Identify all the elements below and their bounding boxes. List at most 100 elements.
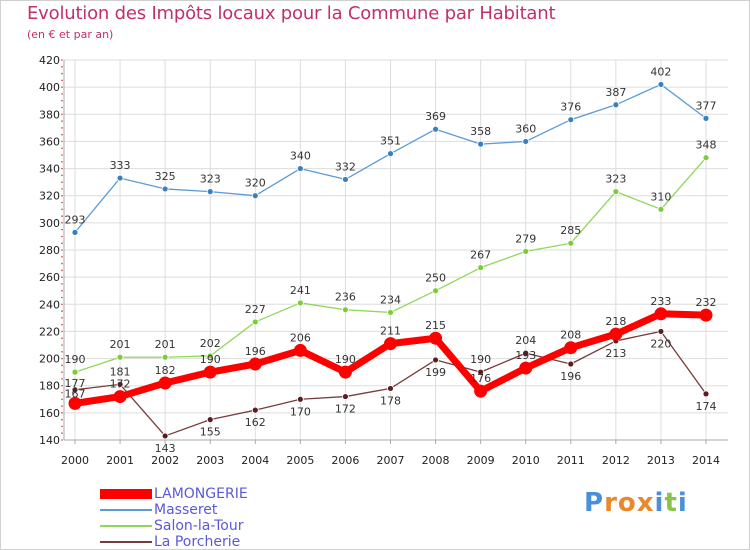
- y-minor-tick: [61, 398, 63, 401]
- y-tick-label: 280: [39, 244, 60, 257]
- y-minor-tick: [61, 323, 63, 326]
- x-tick-label: 2009: [467, 454, 495, 467]
- y-minor-tick: [61, 296, 63, 299]
- y-minor-tick: [61, 337, 63, 340]
- y-minor-tick: [61, 432, 63, 435]
- data-label: 190: [65, 353, 86, 366]
- data-point: [342, 176, 349, 183]
- data-label: 206: [290, 331, 311, 344]
- x-tick-label: 2011: [557, 454, 585, 467]
- data-label: 162: [245, 416, 266, 429]
- legend-label: Masseret: [154, 502, 218, 518]
- y-minor-tick: [61, 249, 63, 251]
- y-minor-tick: [61, 167, 63, 170]
- y-minor-tick: [61, 222, 63, 224]
- data-label: 387: [605, 86, 626, 99]
- data-label: 199: [425, 366, 446, 379]
- x-tick-label: 2004: [241, 454, 269, 467]
- y-minor-tick: [61, 242, 63, 245]
- data-point: [612, 101, 620, 109]
- data-point: [161, 353, 169, 361]
- y-minor-tick: [61, 262, 63, 265]
- y-tick-label: 180: [39, 380, 60, 393]
- data-label: 376: [560, 101, 581, 114]
- legend-swatch: [100, 541, 152, 543]
- y-minor-tick: [61, 330, 63, 333]
- y-minor-tick: [61, 65, 63, 68]
- x-tick-label: 2014: [692, 454, 720, 467]
- data-label: 204: [515, 334, 536, 347]
- y-minor-tick: [61, 160, 63, 163]
- y-tick-label: 300: [39, 217, 60, 230]
- data-label: 333: [110, 159, 131, 172]
- data-point: [432, 356, 439, 364]
- logo-letter: t: [664, 488, 678, 518]
- y-minor-tick: [61, 350, 63, 353]
- y-minor-tick: [61, 181, 63, 183]
- data-label: 220: [650, 337, 671, 350]
- y-minor-tick: [61, 188, 63, 190]
- y-minor-tick: [61, 86, 63, 88]
- logo-letter: P: [584, 488, 605, 518]
- data-point: [203, 365, 217, 379]
- legend-swatch: [100, 509, 152, 511]
- data-point: [567, 116, 575, 124]
- data-label: 190: [200, 353, 221, 366]
- logo-letter: o: [617, 488, 637, 518]
- data-label: 190: [470, 353, 491, 366]
- data-label: 232: [696, 296, 717, 309]
- data-point: [206, 188, 214, 196]
- y-minor-tick: [61, 289, 63, 292]
- data-point: [432, 287, 439, 295]
- data-point: [296, 299, 304, 307]
- y-minor-tick: [61, 208, 63, 211]
- data-label: 170: [290, 405, 311, 418]
- data-point: [384, 337, 397, 351]
- data-point: [657, 328, 665, 335]
- y-minor-tick: [61, 228, 63, 231]
- data-point: [342, 393, 349, 400]
- data-point: [71, 368, 79, 376]
- data-point: [116, 380, 124, 388]
- y-tick-label: 220: [39, 325, 60, 338]
- data-label: 196: [245, 345, 266, 358]
- y-minor-tick: [61, 255, 63, 258]
- x-tick-label: 2000: [61, 454, 89, 467]
- data-label: 234: [380, 293, 401, 306]
- logo-letter: x: [636, 488, 655, 518]
- data-label: 377: [696, 99, 717, 112]
- y-minor-tick: [61, 99, 63, 102]
- data-label: 360: [515, 122, 536, 135]
- y-minor-tick: [61, 72, 63, 75]
- data-point: [251, 406, 259, 414]
- legend-item: LAMONGERIE: [100, 486, 300, 502]
- data-point: [161, 185, 169, 193]
- legend-swatch: [100, 489, 152, 499]
- data-point: [387, 150, 394, 158]
- data-label: 182: [155, 364, 176, 377]
- data-point: [387, 309, 394, 316]
- x-tick-label: 2010: [512, 454, 540, 467]
- y-minor-tick: [61, 113, 63, 116]
- data-label: 177: [65, 377, 86, 390]
- y-tick-label: 320: [39, 190, 60, 203]
- legend: LAMONGERIE Masseret Salon-la-Tour La Porche…: [100, 486, 300, 550]
- data-point: [477, 368, 485, 376]
- data-label: 285: [560, 224, 581, 237]
- y-minor-tick: [61, 201, 63, 204]
- data-point: [71, 228, 79, 236]
- y-minor-tick: [61, 384, 63, 387]
- y-minor-tick: [61, 174, 63, 177]
- data-point: [251, 318, 259, 326]
- y-tick-label: 140: [39, 434, 60, 447]
- proxiti-logo: Proxiti: [584, 488, 688, 518]
- y-minor-tick: [61, 418, 63, 421]
- legend-item: Salon-la-Tour: [100, 518, 300, 534]
- data-label: 325: [155, 170, 176, 183]
- y-minor-tick: [61, 357, 63, 360]
- x-tick-label: 2001: [106, 454, 134, 467]
- y-minor-tick: [61, 276, 63, 278]
- data-point: [342, 306, 349, 314]
- data-point: [248, 357, 262, 371]
- data-point: [522, 349, 530, 357]
